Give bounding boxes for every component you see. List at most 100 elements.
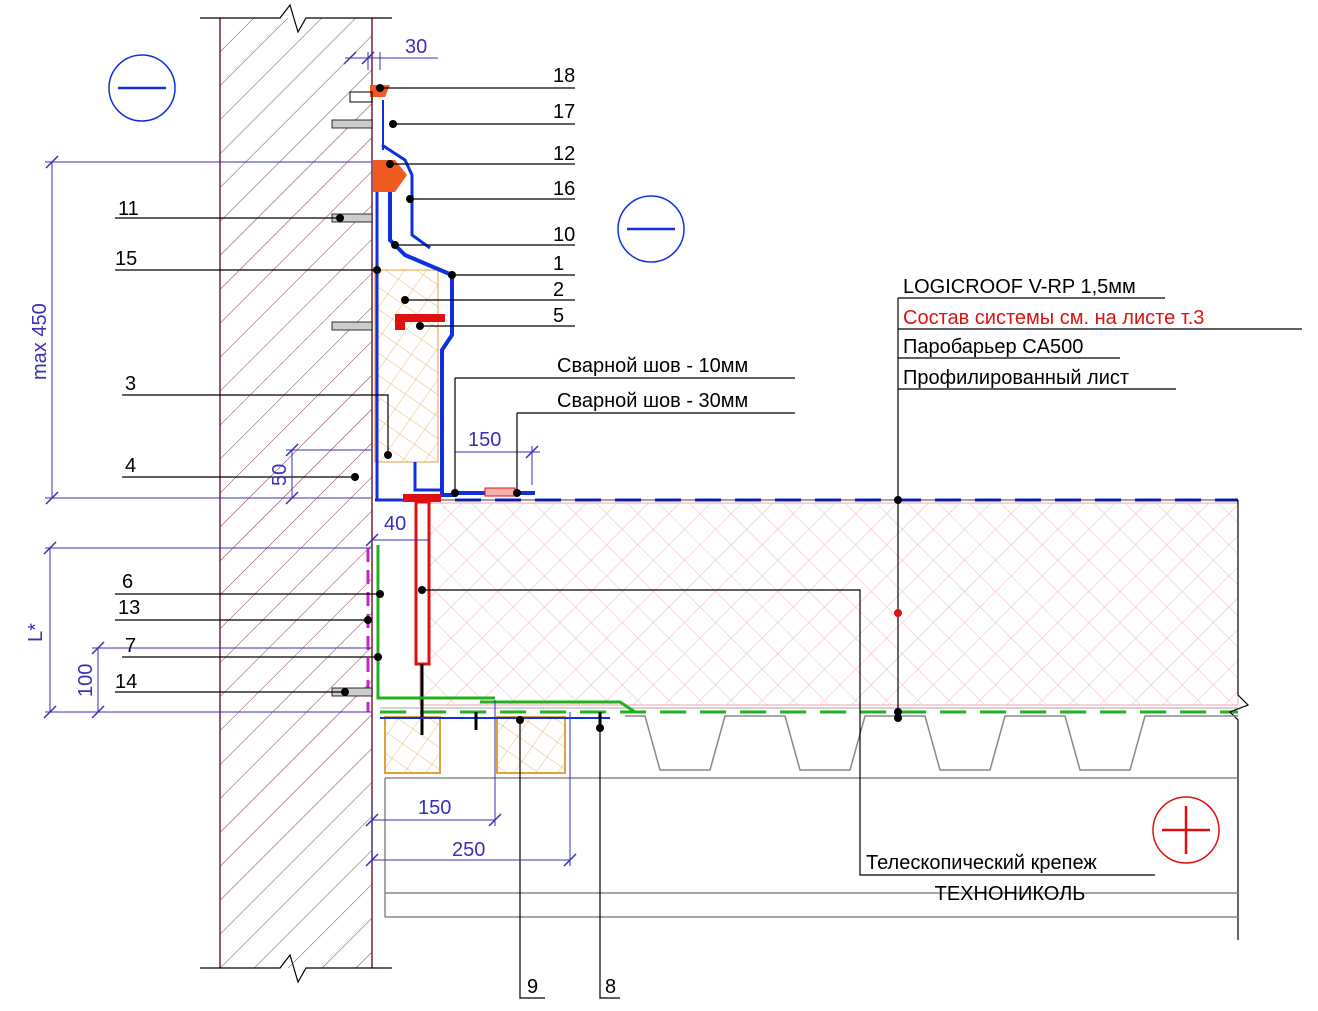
drawing-circle xyxy=(391,241,399,249)
dimension: max 450 xyxy=(29,303,51,380)
drawing-circle xyxy=(406,195,414,203)
drawing-line xyxy=(365,813,379,827)
dimension: 30 xyxy=(405,36,427,58)
drawing-line xyxy=(361,51,375,65)
callout: 18 xyxy=(553,65,575,87)
callout: 4 xyxy=(125,455,136,477)
drawing-circle xyxy=(894,609,902,617)
roof-insulation xyxy=(375,498,1250,940)
drawing-line xyxy=(43,541,57,555)
drawing-rect xyxy=(414,500,431,666)
drawing-line xyxy=(45,155,59,169)
drawing-rect xyxy=(349,91,373,103)
drawing-line xyxy=(365,533,379,547)
layer-label: LOGICROOF V-RP 1,5мм xyxy=(903,276,1136,298)
drawing-circle xyxy=(617,195,685,263)
callout: 3 xyxy=(125,373,136,395)
drawing-path xyxy=(200,3,392,34)
drawing-path xyxy=(200,953,392,984)
drawing-line xyxy=(525,445,539,459)
callout: 9 xyxy=(527,976,538,998)
callout: 12 xyxy=(553,143,575,165)
drawing-rect xyxy=(496,716,566,774)
drawing-circle xyxy=(894,708,902,716)
fastener-label: ТЕХНОНИКОЛЬ xyxy=(935,883,1086,905)
layers: LOGICROOF V-RP 1,5мм Состав системы см. … xyxy=(894,276,1302,722)
callout: 6 xyxy=(122,571,133,593)
drawing-circle xyxy=(341,688,349,696)
drawing-line xyxy=(91,641,105,655)
layer-label: Профилированный лист xyxy=(903,367,1129,389)
drawing-g xyxy=(43,51,577,867)
callout: 14 xyxy=(115,671,137,693)
drawing-circle xyxy=(376,590,384,598)
drawing-circle xyxy=(364,616,372,624)
drawing-rect xyxy=(484,487,516,497)
drawing-circle xyxy=(448,271,456,279)
callout: 7 xyxy=(125,635,136,657)
drawing-circle xyxy=(1152,796,1220,864)
sign-symbols xyxy=(108,54,1220,864)
drawing-circle xyxy=(351,473,359,481)
callout: 11 xyxy=(118,198,139,220)
drawing-line xyxy=(43,705,57,719)
drawing-circle xyxy=(416,322,424,330)
dimension: 250 xyxy=(452,839,485,861)
drawing-line xyxy=(563,853,577,867)
drawing-rect xyxy=(331,321,373,331)
drawing-path xyxy=(897,297,1302,718)
callout: 1 xyxy=(553,253,564,275)
callout: 5 xyxy=(553,305,564,327)
drawing-circle xyxy=(516,716,524,724)
drawing-path xyxy=(454,377,795,493)
dimension: 50 xyxy=(269,464,291,486)
callout: 8 xyxy=(605,976,616,998)
drawing-path xyxy=(380,87,575,327)
drawing-circle xyxy=(401,296,409,304)
fastener-label: Телескопический крепеж xyxy=(866,852,1097,874)
drawing-circle xyxy=(596,724,604,732)
dimension: 150 xyxy=(468,429,501,451)
deck xyxy=(384,715,1238,918)
drawing-path xyxy=(413,462,440,492)
drawing-line xyxy=(343,51,357,65)
drawing-g xyxy=(331,119,373,697)
callout: 17 xyxy=(553,101,575,123)
drawing-line xyxy=(91,705,105,719)
drawing-rect xyxy=(419,502,1239,706)
weld-label: Сварной шов - 30мм xyxy=(557,390,748,412)
drawing-path xyxy=(381,143,431,250)
callout: 15 xyxy=(115,248,137,270)
drawing-path xyxy=(373,160,407,192)
drawing-path xyxy=(45,52,571,866)
drawing-circle xyxy=(336,214,344,222)
welds: Сварной шов - 10мм Сварной шов - 30мм xyxy=(454,355,795,493)
drawing-circle xyxy=(386,160,394,168)
dimensions: 30 max 450 50 150 40 L* 100 150 250 xyxy=(25,36,577,867)
callout: 13 xyxy=(118,597,140,619)
drawing-circle xyxy=(384,451,392,459)
weld-label: Сварной шов - 10мм xyxy=(557,355,748,377)
drawing-circle xyxy=(389,120,397,128)
layer-label: Паробарьер CA500 xyxy=(903,336,1083,358)
callout: 10 xyxy=(553,224,575,246)
dimension: 40 xyxy=(384,513,406,535)
drawing-rect xyxy=(331,119,373,129)
drawing-line xyxy=(285,443,299,457)
drawing-path xyxy=(1228,500,1250,940)
drawing-line xyxy=(488,813,502,827)
drawing-path xyxy=(625,715,1238,771)
drawing-circle xyxy=(108,54,176,122)
drawing-circle xyxy=(376,84,384,92)
drawing-path xyxy=(519,720,620,999)
dimension: 100 xyxy=(75,664,97,697)
drawing-line xyxy=(285,491,299,505)
drawing-rect xyxy=(403,494,441,502)
drawing-circle xyxy=(374,653,382,661)
dimension: L* xyxy=(25,623,47,642)
dimension: 150 xyxy=(418,797,451,819)
callout: 2 xyxy=(553,279,564,301)
